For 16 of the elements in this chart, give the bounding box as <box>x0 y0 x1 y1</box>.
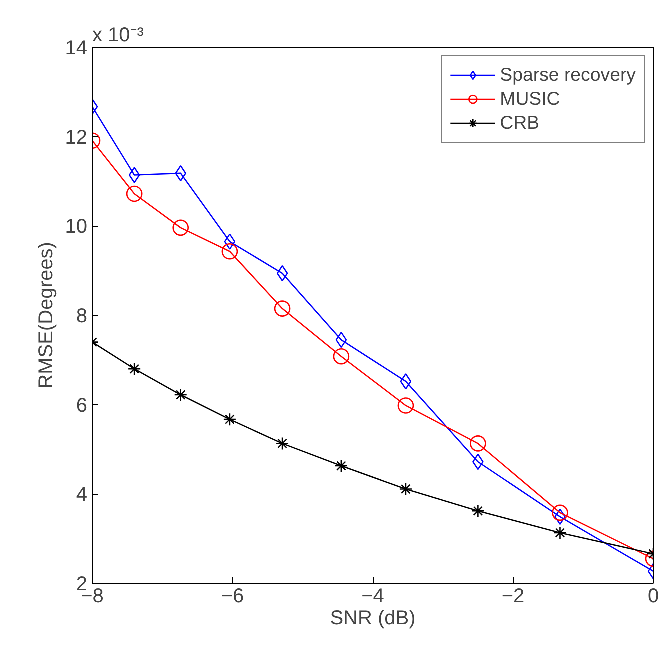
legend-label: MUSIC <box>500 88 560 110</box>
x-tick-label: −2 <box>502 586 525 608</box>
x-tick-label: 0 <box>648 586 660 608</box>
x-tick-label: −4 <box>362 586 384 608</box>
y-axis-title: RMSE(Degrees) <box>35 242 58 389</box>
text: x 10⁻³ <box>92 24 144 46</box>
y-tick-label: 14 <box>65 38 88 60</box>
y-tick-label: 8 <box>76 306 88 328</box>
y-tick-label: 12 <box>65 126 88 149</box>
x-axis-title: SNR (dB) <box>330 608 416 630</box>
y-tick-label: 6 <box>76 394 88 417</box>
y-tick-label: 10 <box>65 216 88 238</box>
y-tick-label: 4 <box>76 484 88 506</box>
legend-label: CRB <box>500 112 540 134</box>
legend-label: Sparse recovery <box>500 64 636 86</box>
x-tick-label: −6 <box>221 586 244 608</box>
